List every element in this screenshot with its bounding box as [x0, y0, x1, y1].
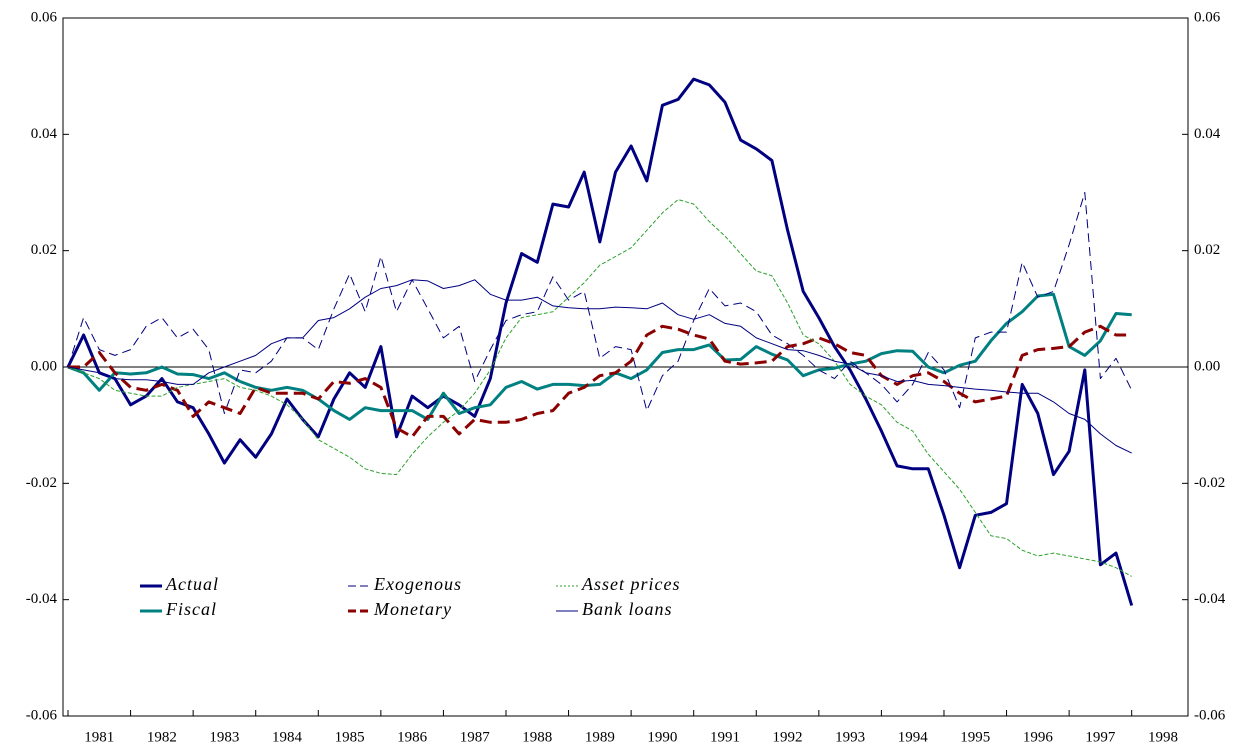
series-line	[68, 324, 1132, 439]
x-tick-label: 1990	[647, 729, 677, 745]
y2-tick-label: 0.04	[1194, 126, 1221, 142]
y-tick-label: 0.06	[31, 9, 58, 25]
x-tick-label: 1983	[209, 729, 239, 745]
y2-tick-label: -0.06	[1194, 707, 1226, 723]
legend-label: Monetary	[373, 599, 452, 619]
x-tick-label: 1984	[272, 729, 303, 745]
x-tick-label: 1981	[84, 729, 114, 745]
legend-label: Exogenous	[373, 574, 462, 594]
x-tick-label: 1994	[898, 729, 929, 745]
x-tick-label: 1992	[773, 729, 803, 745]
x-tick-label: 1986	[397, 729, 428, 745]
x-tick-label: 1993	[835, 729, 865, 745]
y-tick-label: 0.04	[31, 126, 58, 142]
x-tick-label: 1995	[960, 729, 990, 745]
legend-label: Bank loans	[582, 599, 673, 619]
x-tick-label: 1996	[1023, 729, 1054, 745]
x-tick-label: 1987	[460, 729, 491, 745]
series-line	[67, 279, 1132, 454]
y2-tick-label: -0.04	[1194, 591, 1226, 607]
series-line	[67, 292, 1132, 421]
x-tick-label: 1997	[1085, 729, 1116, 745]
series-line	[67, 199, 1132, 577]
y2-tick-label: 0.00	[1194, 358, 1220, 374]
x-tick-label: 1988	[522, 729, 552, 745]
y-tick-label: 0.00	[31, 358, 57, 374]
y2-tick-label: -0.02	[1194, 475, 1225, 491]
x-tick-label: 1989	[585, 729, 615, 745]
series-line	[67, 192, 1133, 414]
x-tick-label: 1982	[147, 729, 177, 745]
y2-tick-label: 0.02	[1194, 242, 1220, 258]
legend-label: Actual	[165, 574, 219, 594]
series-line	[66, 77, 1134, 606]
y-tick-label: -0.06	[26, 707, 58, 723]
y2-tick-label: 0.06	[1194, 9, 1221, 25]
x-tick-label: 1985	[335, 729, 365, 745]
x-tick-label: 1998	[1148, 729, 1178, 745]
legend-label: Fiscal	[165, 599, 217, 619]
y-tick-label: -0.04	[26, 591, 58, 607]
legend-label: Asset prices	[581, 574, 680, 594]
x-tick-label: 1991	[710, 729, 740, 745]
y-tick-label: -0.02	[26, 475, 57, 491]
y-tick-label: 0.02	[31, 242, 57, 258]
